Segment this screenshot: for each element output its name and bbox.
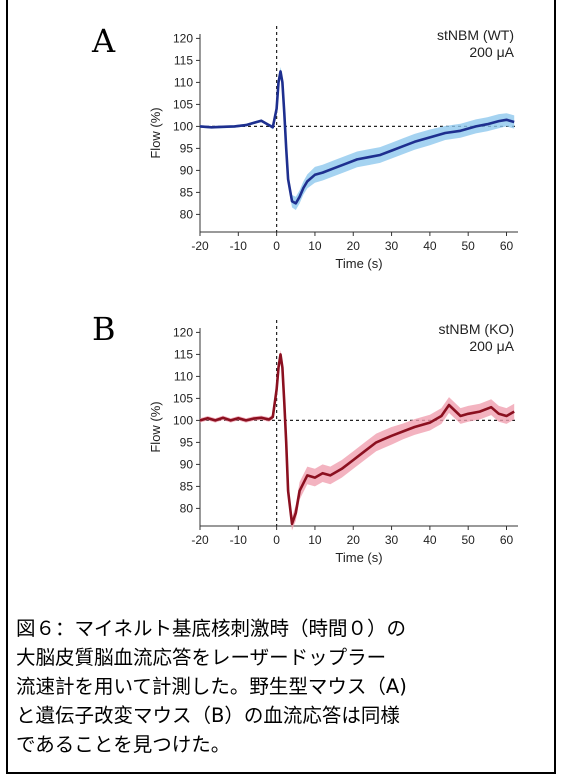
y-tick-label: 95 (180, 141, 194, 155)
x-tick-label: 0 (273, 239, 280, 253)
y-tick-label: 80 (180, 207, 194, 221)
y-tick-label: 100 (173, 413, 193, 427)
y-tick-label: 105 (173, 391, 193, 405)
y-tick-label: 115 (174, 53, 193, 67)
y-tick-label: 90 (180, 457, 194, 471)
caption-line: 図６：マイネルト基底核刺激時（時間０）の (16, 617, 407, 640)
y-tick-label: 85 (180, 479, 194, 493)
y-tick-label: 95 (180, 435, 194, 449)
panel-b-letter: B (92, 310, 116, 348)
y-axis-label: Flow (%) (148, 401, 163, 452)
caption-line: 大脳皮質脳血流応答をレーザードップラー (16, 646, 387, 669)
stimulus-annotation: stNBM (WT) (437, 27, 514, 43)
y-tick-label: 120 (173, 31, 193, 45)
panel-a-letter: A (92, 22, 116, 60)
stimulus-annotation: 200 μA (469, 44, 514, 60)
y-tick-label: 100 (173, 119, 193, 133)
y-tick-label: 120 (173, 325, 193, 339)
y-tick-label: 90 (180, 163, 194, 177)
x-tick-label: -20 (191, 239, 209, 253)
x-tick-label: 50 (462, 533, 476, 547)
x-tick-label: -10 (230, 239, 248, 253)
error-band (200, 67, 515, 210)
figure-frame: A 80 85 90 95 100 105 110 115 120 -20 -10 0 10 20 30 40… (6, 0, 556, 774)
stimulus-annotation: 200 μA (469, 338, 514, 354)
y-tick-label: 115 (174, 347, 193, 361)
y-axis-label: Flow (%) (148, 107, 163, 158)
panel-b: B 80 85 90 95 100 105 110 115 120 -20 -10 0 10 20 30 40… (8, 300, 554, 600)
x-tick-label: 10 (308, 533, 322, 547)
mean-flow-line (199, 70, 515, 205)
x-tick-label: 0 (273, 533, 280, 547)
chart-a: 80 85 90 95 100 105 110 115 120 -20 -10 0 10 20 30 40 50… (148, 26, 518, 271)
x-tick-label: -20 (191, 533, 209, 547)
y-tick-label: 105 (173, 97, 193, 111)
panel-a: A 80 85 90 95 100 105 110 115 120 -20 -10 0 10 20 30 40… (8, 0, 554, 300)
x-axis-label: Time (s) (335, 550, 382, 565)
x-tick-label: 30 (385, 239, 399, 253)
x-tick-label: 50 (462, 239, 476, 253)
caption-line: であることを見つけた。 (16, 733, 231, 756)
y-tick-label: 110 (174, 75, 193, 89)
x-tick-label: 40 (423, 239, 437, 253)
figure-caption: 図６：マイネルト基底核刺激時（時間０）の 大脳皮質脳血流応答をレーザードップラー… (16, 614, 548, 759)
x-tick-label: 20 (347, 239, 361, 253)
x-axis-label: Time (s) (335, 256, 382, 271)
x-tick-label: 60 (500, 239, 514, 253)
chart-b: 80 85 90 95 100 105 110 115 120 -20 -10 0 10 20 30 40 50… (148, 320, 518, 565)
stimulus-annotation: stNBM (KO) (439, 321, 514, 337)
x-tick-label: 60 (500, 533, 514, 547)
caption-line: と遺伝子改変マウス（B）の血流応答は同様 (16, 704, 400, 727)
y-tick-label: 110 (174, 369, 193, 383)
x-tick-label: 30 (385, 533, 399, 547)
y-tick-label: 85 (180, 185, 194, 199)
x-tick-label: 10 (308, 239, 322, 253)
error-band (200, 350, 515, 531)
x-tick-label: 40 (423, 533, 437, 547)
caption-line: 流速計を用いて計測した。野生型マウス（A) (16, 675, 407, 698)
x-tick-label: -10 (230, 533, 248, 547)
x-tick-label: 20 (347, 533, 361, 547)
mean-flow-line (199, 353, 515, 526)
y-tick-label: 80 (180, 501, 194, 515)
